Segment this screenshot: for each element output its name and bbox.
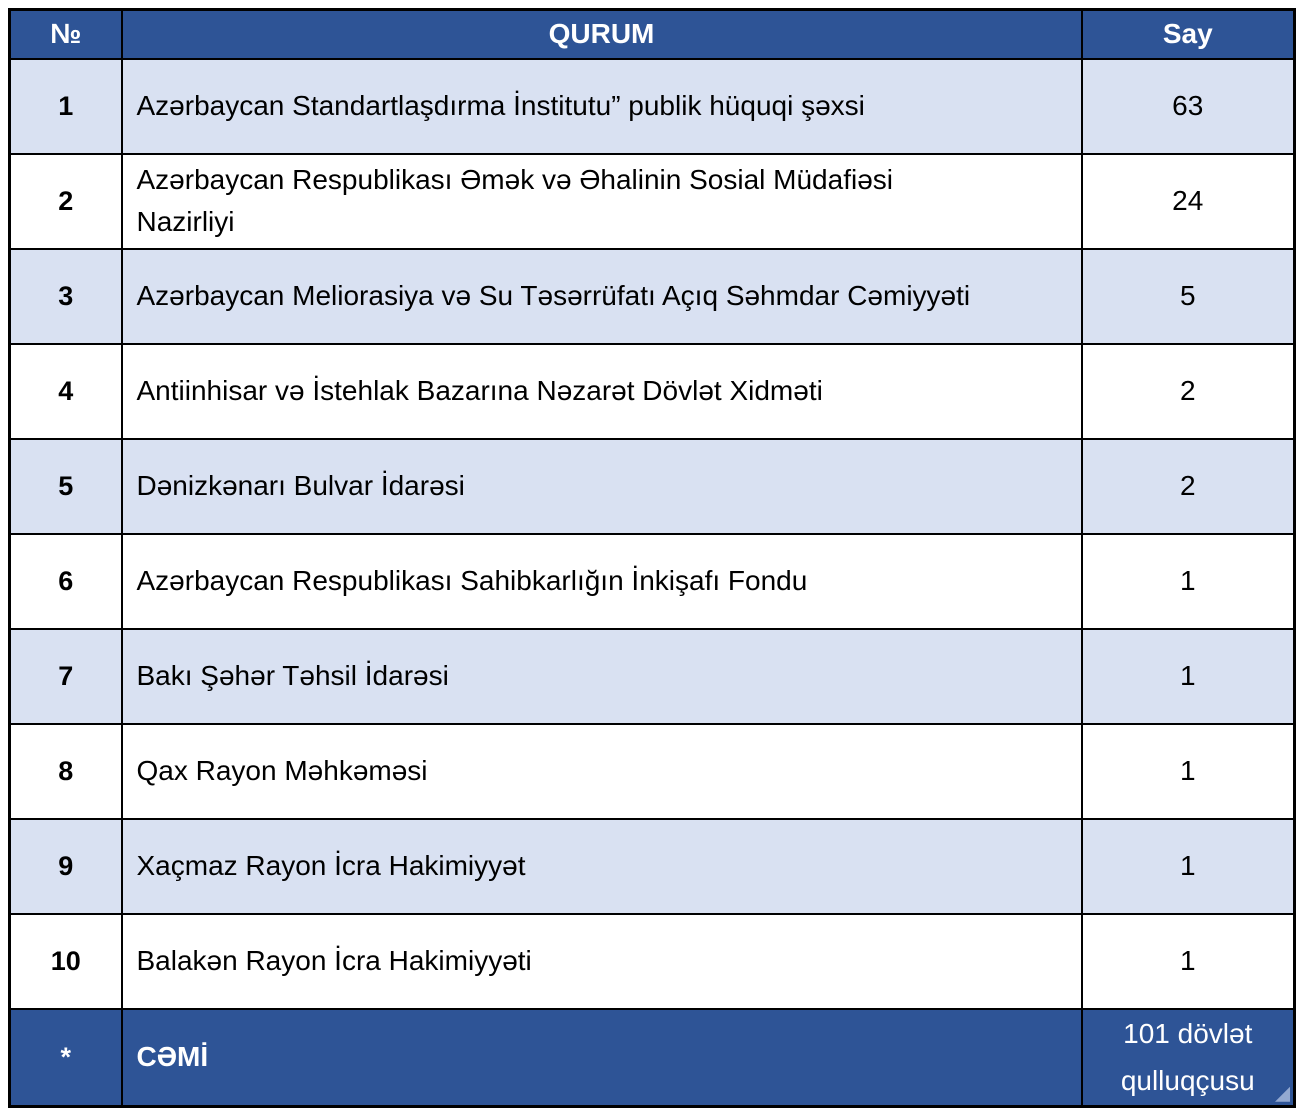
say-value-cell: 5 <box>1080 247 1296 345</box>
row-number-cell: 3 <box>8 247 123 345</box>
say-value-cell: 1 <box>1080 817 1296 915</box>
row-number-cell: 2 <box>8 152 123 250</box>
say-value-cell: 63 <box>1080 57 1296 155</box>
total-value-text: 101 dövlət qulluqçusu <box>1120 1017 1255 1097</box>
table-body: 1 Azərbaycan Standartlaşdırma İnstitutu”… <box>8 57 1296 1010</box>
table-row: 7 Bakı Şəhər Təhsil İdarəsi 1 <box>8 627 1296 725</box>
qurum-table: № QURUM Say 1 Azərbaycan Standartlaşdırm… <box>8 8 1296 1108</box>
qurum-name-cell: Azərbaycan Respublikası Əmək və Əhalinin… <box>120 152 1083 250</box>
qurum-name-cell: Xaçmaz Rayon İcra Hakimiyyət <box>120 817 1083 915</box>
row-number-cell: 8 <box>8 722 123 820</box>
row-number-cell: 6 <box>8 532 123 630</box>
table-row: 3 Azərbaycan Meliorasiya və Su Təsərrüfa… <box>8 247 1296 345</box>
say-value-cell: 24 <box>1080 152 1296 250</box>
table-row: 5 Dənizkənarı Bulvar İdarəsi 2 <box>8 437 1296 535</box>
cell-corner-mark <box>1275 1086 1290 1102</box>
total-label-cell: CƏMİ <box>120 1007 1083 1108</box>
qurum-name-cell: Bakı Şəhər Təhsil İdarəsi <box>120 627 1083 725</box>
row-number-cell: 5 <box>8 437 123 535</box>
say-value-cell: 2 <box>1080 342 1296 440</box>
qurum-name-cell: Azərbaycan Respublikası Sahibkarlığın İn… <box>120 532 1083 630</box>
qurum-name-cell: Azərbaycan Standartlaşdırma İnstitutu” p… <box>120 57 1083 155</box>
table-row: 4 Antiinhisar və İstehlak Bazarına Nəzar… <box>8 342 1296 440</box>
say-value-cell: 1 <box>1080 532 1296 630</box>
total-value-cell: 101 dövlət qulluqçusu <box>1080 1007 1296 1108</box>
table-row: 2 Azərbaycan Respublikası Əmək və Əhalin… <box>8 152 1296 250</box>
say-value-cell: 1 <box>1080 912 1296 1010</box>
table-row: 1 Azərbaycan Standartlaşdırma İnstitutu”… <box>8 57 1296 155</box>
row-number-cell: 10 <box>8 912 123 1010</box>
header-row: № QURUM Say <box>8 8 1296 60</box>
table-header: № QURUM Say <box>8 8 1296 60</box>
total-marker-cell: * <box>8 1007 123 1108</box>
say-value-cell: 1 <box>1080 627 1296 725</box>
say-value-cell: 2 <box>1080 437 1296 535</box>
row-number-cell: 9 <box>8 817 123 915</box>
table-row: 10 Balakən Rayon İcra Hakimiyyəti 1 <box>8 912 1296 1010</box>
header-cell-qurum: QURUM <box>120 8 1083 60</box>
total-row: * CƏMİ 101 dövlət qulluqçusu <box>8 1007 1296 1108</box>
row-number-cell: 7 <box>8 627 123 725</box>
table-row: 8 Qax Rayon Məhkəməsi 1 <box>8 722 1296 820</box>
row-number-cell: 4 <box>8 342 123 440</box>
qurum-name-cell: Balakən Rayon İcra Hakimiyyəti <box>120 912 1083 1010</box>
qurum-name-cell: Dənizkənarı Bulvar İdarəsi <box>120 437 1083 535</box>
qurum-name-cell: Azərbaycan Meliorasiya və Su Təsərrüfatı… <box>120 247 1083 345</box>
header-cell-num: № <box>8 8 123 60</box>
table-row: 6 Azərbaycan Respublikası Sahibkarlığın … <box>8 532 1296 630</box>
row-number-cell: 1 <box>8 57 123 155</box>
qurum-name-cell: Qax Rayon Məhkəməsi <box>120 722 1083 820</box>
table-footer: * CƏMİ 101 dövlət qulluqçusu <box>8 1007 1296 1108</box>
say-value-cell: 1 <box>1080 722 1296 820</box>
qurum-name-cell: Antiinhisar və İstehlak Bazarına Nəzarət… <box>120 342 1083 440</box>
header-cell-say: Say <box>1080 8 1296 60</box>
table-row: 9 Xaçmaz Rayon İcra Hakimiyyət 1 <box>8 817 1296 915</box>
